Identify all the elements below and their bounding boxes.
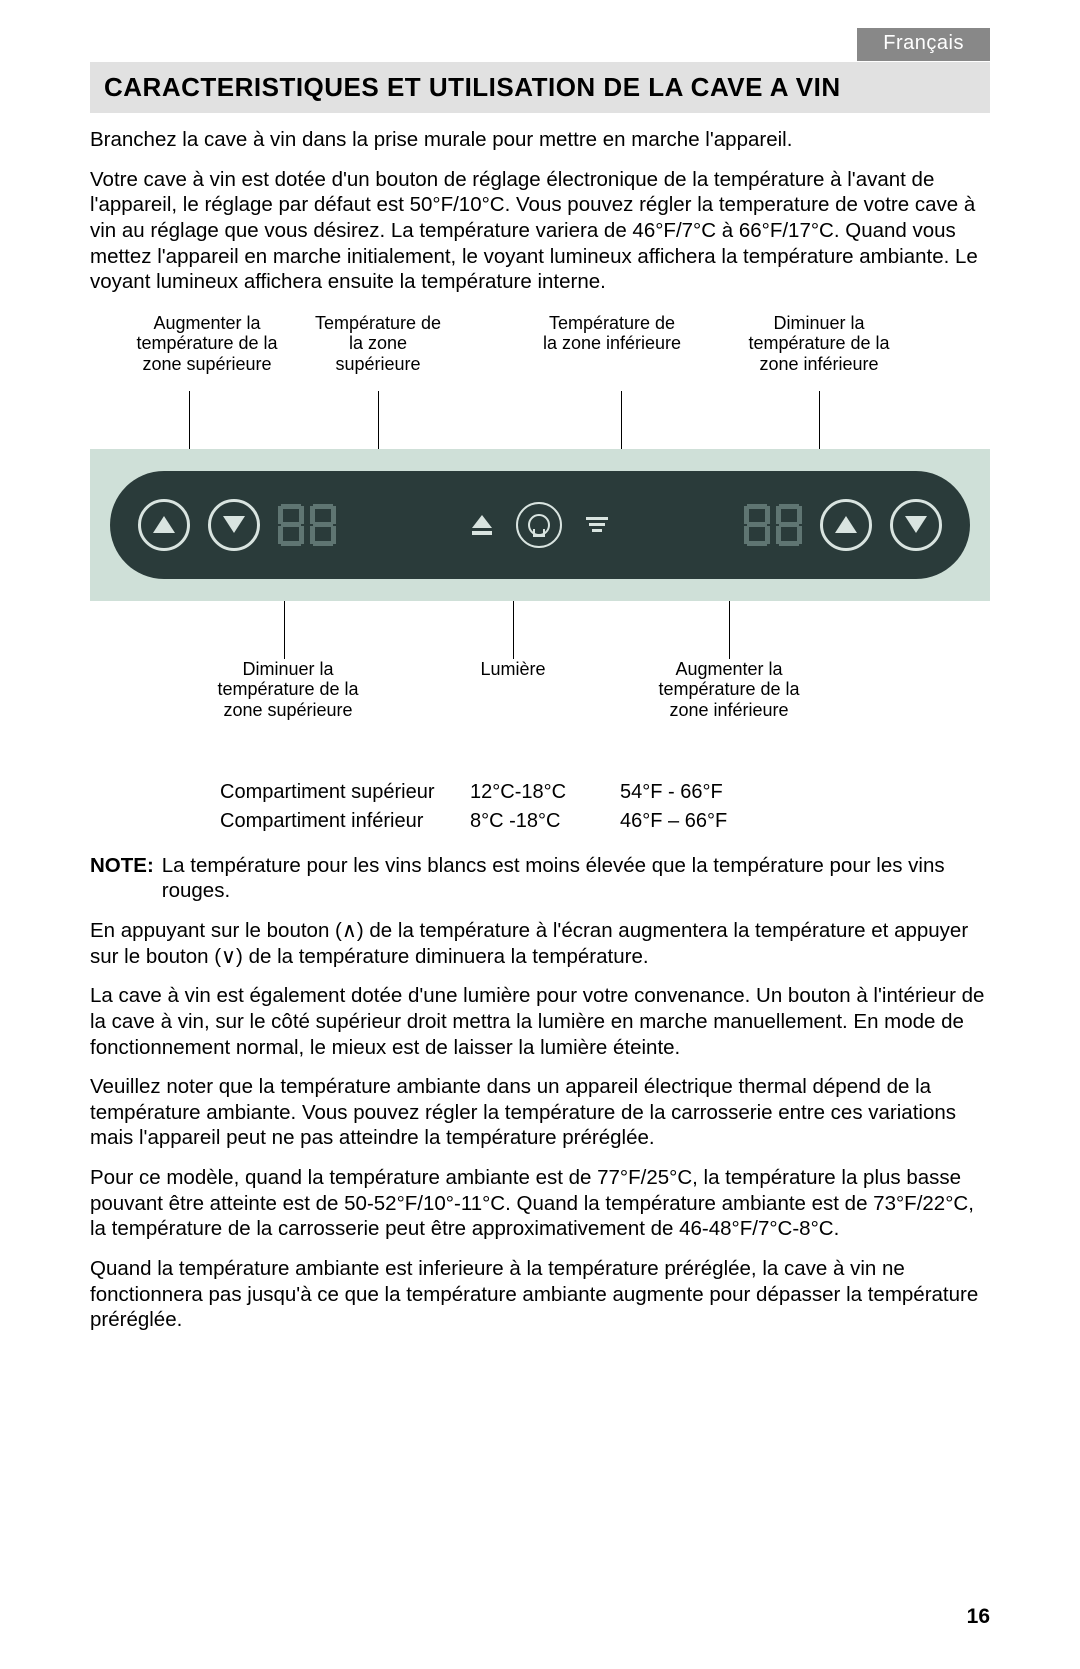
leader-line — [513, 601, 514, 659]
celsius-range: 8°C -18°C — [470, 810, 620, 833]
leader-line — [284, 601, 285, 659]
callout-upper-increase: Augmenter la température de la zone supé… — [117, 313, 297, 375]
light-button[interactable] — [516, 502, 562, 548]
paragraph: Veuillez noter que la température ambian… — [90, 1074, 990, 1151]
callout-upper-decrease: Diminuer la température de la zone supér… — [198, 659, 378, 721]
note-block: NOTE: La température pour les vins blanc… — [90, 853, 990, 904]
page-number: 16 — [967, 1605, 990, 1629]
eject-icon — [466, 515, 498, 535]
upper-temp-display — [278, 504, 336, 546]
paragraph: Votre cave à vin est dotée d'un bouton d… — [90, 167, 990, 295]
table-row: Compartiment supérieur 12°C-18°C 54°F - … — [220, 781, 990, 804]
triangle-up-icon — [153, 516, 175, 533]
upper-temp-down-button[interactable] — [208, 499, 260, 551]
paragraph: Pour ce modèle, quand la température amb… — [90, 1165, 990, 1242]
note-label: NOTE: — [90, 853, 154, 904]
callout-lower-increase: Augmenter la température de la zone infé… — [648, 659, 810, 721]
callout-lower-temp: Température de la zone inférieure — [540, 313, 684, 354]
fahrenheit-range: 54°F - 66°F — [620, 781, 800, 804]
callout-upper-temp: Température de la zone supérieure — [306, 313, 450, 375]
paragraph: La cave à vin est également dotée d'une … — [90, 983, 990, 1060]
control-panel — [110, 471, 970, 579]
leader-line — [378, 391, 379, 449]
paragraph: Branchez la cave à vin dans la prise mur… — [90, 127, 990, 153]
note-text: La température pour les vins blancs est … — [162, 853, 990, 904]
triangle-up-icon — [835, 516, 857, 533]
upper-temp-up-button[interactable] — [138, 499, 190, 551]
table-row: Compartiment inférieur 8°C -18°C 46°F – … — [220, 810, 990, 833]
leader-line — [729, 601, 730, 659]
callout-light: Lumière — [459, 659, 567, 680]
callout-lower-decrease: Diminuer la température de la zone infér… — [729, 313, 909, 375]
leader-line — [189, 391, 190, 449]
leader-line — [621, 391, 622, 449]
fahrenheit-range: 46°F – 66°F — [620, 810, 800, 833]
section-title: CARACTERISTIQUES ET UTILISATION DE LA CA… — [104, 72, 976, 103]
language-tab: Français — [857, 28, 990, 61]
paragraph: En appuyant sur le bouton (∧) de la temp… — [90, 918, 990, 969]
paragraph: Quand la température ambiante est inferi… — [90, 1256, 990, 1333]
lower-temp-up-button[interactable] — [820, 499, 872, 551]
menu-icon — [580, 517, 614, 532]
triangle-down-icon — [905, 516, 927, 533]
temperature-range-table: Compartiment supérieur 12°C-18°C 54°F - … — [220, 781, 990, 833]
panel-background — [90, 449, 990, 601]
leader-line — [819, 391, 820, 449]
lower-temp-down-button[interactable] — [890, 499, 942, 551]
triangle-down-icon — [223, 516, 245, 533]
compartment-label: Compartiment supérieur — [220, 781, 470, 804]
lower-temp-display — [744, 504, 802, 546]
control-panel-diagram: Augmenter la température de la zone supé… — [90, 313, 990, 759]
celsius-range: 12°C-18°C — [470, 781, 620, 804]
section-title-bar: CARACTERISTIQUES ET UTILISATION DE LA CA… — [90, 62, 990, 113]
compartment-label: Compartiment inférieur — [220, 810, 470, 833]
